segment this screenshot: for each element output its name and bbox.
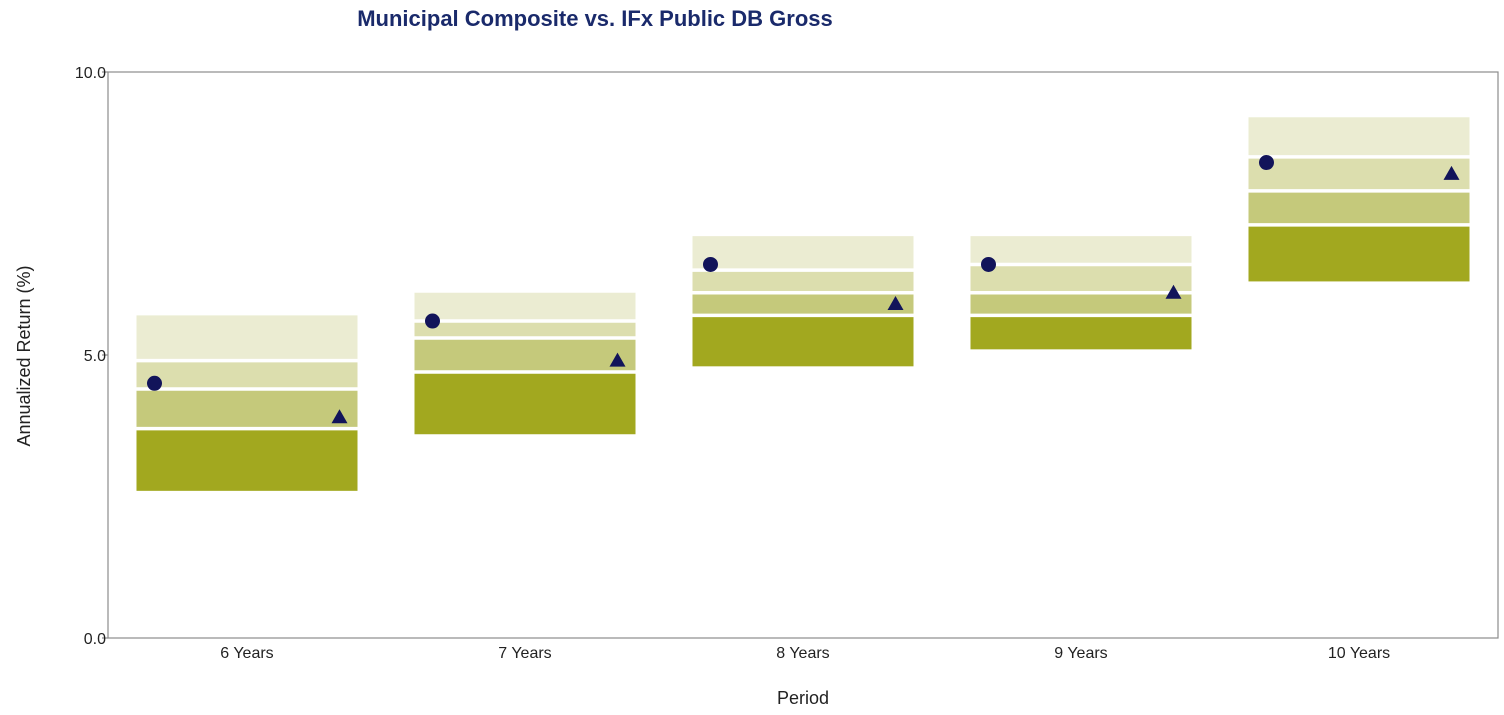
triangle-marker [331, 409, 348, 424]
x-axis-label: Period [777, 688, 829, 708]
band-second-quartile [136, 360, 358, 389]
band-bottom-quartile [692, 315, 914, 367]
y-axis-label: Annualized Return (%) [14, 265, 34, 446]
band-top-quartile [1248, 117, 1470, 157]
chart-title: Municipal Composite vs. IFx Public DB Gr… [357, 6, 833, 31]
band-second-quartile [692, 270, 914, 293]
circle-marker [980, 256, 996, 272]
circle-marker [1258, 155, 1274, 171]
band-top-quartile [970, 236, 1192, 265]
y-tick-label: 5.0 [84, 348, 106, 365]
x-tick-label: 9 Years [1054, 645, 1107, 662]
band-bottom-quartile [414, 371, 636, 435]
circle-marker [424, 313, 440, 329]
band-third-quartile [1248, 190, 1470, 225]
band-bottom-quartile [136, 428, 358, 491]
band-top-quartile [136, 315, 358, 361]
x-tick-label: 10 Years [1328, 645, 1390, 662]
band-bottom-quartile [1248, 224, 1470, 282]
x-tick-label: 6 Years [220, 645, 273, 662]
circle-marker [702, 256, 718, 272]
circle-marker [146, 375, 162, 391]
band-third-quartile [970, 292, 1192, 316]
triangle-marker [887, 296, 904, 311]
y-tick-label: 0.0 [84, 631, 106, 648]
band-second-quartile [970, 264, 1192, 293]
band-third-quartile [136, 388, 358, 429]
x-tick-label: 7 Years [498, 645, 551, 662]
band-second-quartile [1248, 156, 1470, 191]
band-top-quartile [692, 236, 914, 271]
band-top-quartile [414, 292, 636, 322]
x-tick-label: 8 Years [776, 645, 829, 662]
triangle-marker [1443, 165, 1460, 180]
triangle-marker [609, 352, 626, 367]
band-third-quartile [692, 292, 914, 316]
triangle-marker [1165, 284, 1182, 299]
y-tick-label: 10.0 [75, 65, 106, 82]
band-second-quartile [414, 321, 636, 339]
band-third-quartile [414, 338, 636, 372]
band-bottom-quartile [970, 315, 1192, 350]
plot-area: 0.0 5.0 10.0 6 Years 7 Years 8 Years 9 Years 10… [75, 65, 1499, 662]
